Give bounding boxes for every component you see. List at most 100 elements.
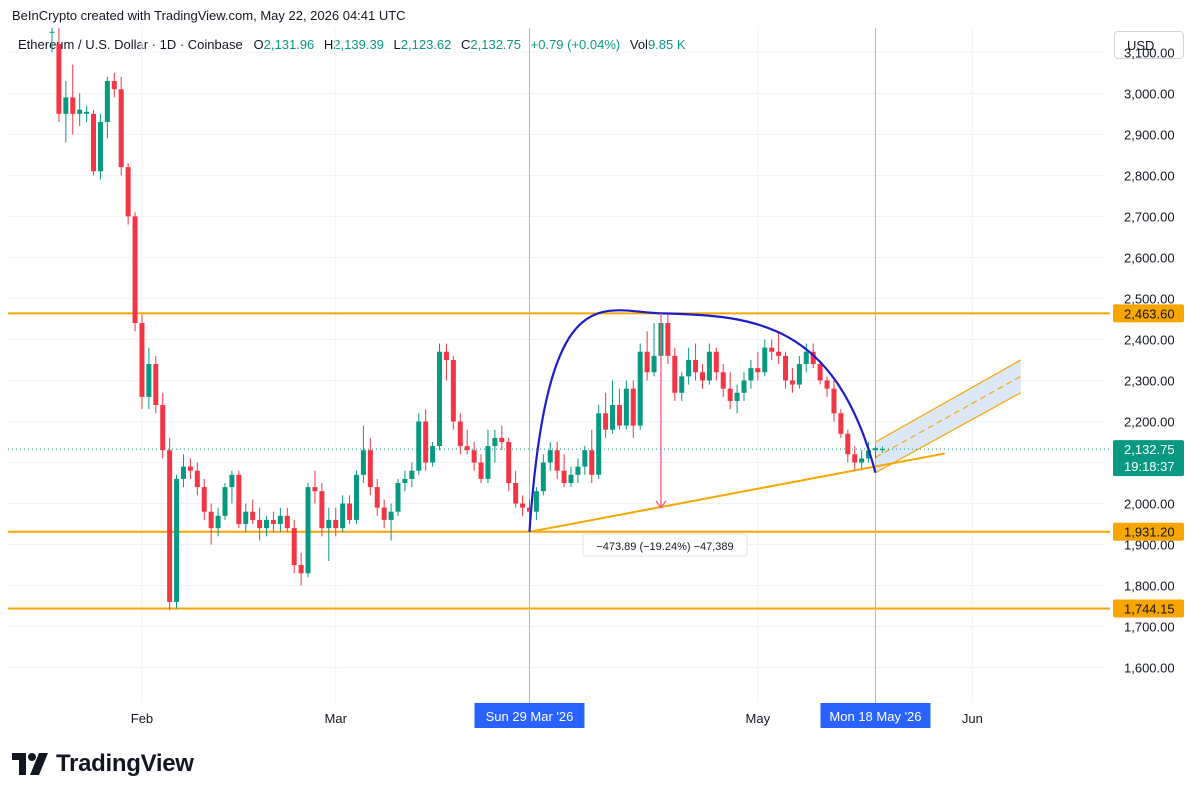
- candle-body: [208, 511, 214, 529]
- y-tick-label: 1,600.00: [1124, 661, 1175, 676]
- open-label: O: [253, 37, 264, 52]
- currency-selector[interactable]: USD: [1114, 31, 1184, 59]
- candle-body: [776, 351, 782, 356]
- candle-body: [644, 351, 650, 373]
- candle-body: [824, 380, 830, 389]
- candle-body: [77, 109, 83, 114]
- close-value: 2,132.75: [470, 37, 521, 52]
- level-price-tag: [1113, 304, 1184, 323]
- candle-body: [180, 466, 186, 479]
- candle-body: [810, 351, 816, 365]
- candle-body: [250, 511, 256, 520]
- price-tags: 2,463.60 1,931.20 1,744.15 2,132.75 19:18:37…: [474, 304, 1184, 728]
- candle-body: [215, 515, 221, 529]
- candle-body: [353, 474, 359, 520]
- candle-body: [319, 491, 325, 529]
- price-chart[interactable]: Feb Mar May Jun −473.89 (−19.24%) −47,389 1…: [0, 0, 1200, 740]
- y-tick-label: 3,000.00: [1124, 86, 1175, 101]
- measure-label: −473.89 (−19.24%) −47,389: [596, 541, 733, 553]
- candle-body: [146, 364, 152, 397]
- low-value: 2,123.62: [400, 37, 452, 52]
- candle-body: [270, 519, 276, 525]
- candle-body: [395, 483, 401, 512]
- chart-credit: BeInCrypto created with TradingView.com,…: [12, 8, 406, 23]
- measure-arrowhead: [655, 500, 667, 509]
- candle-body: [347, 503, 353, 520]
- candle-body: [201, 487, 207, 512]
- candle-body: [409, 470, 415, 479]
- candle-body: [651, 355, 657, 373]
- crosshair-date-label: Sun 29 Mar '26: [486, 709, 574, 724]
- candle-body: [796, 364, 802, 385]
- candle-body: [720, 372, 726, 389]
- x-tick-label: Feb: [131, 711, 153, 726]
- candle-body: [464, 446, 470, 451]
- candle-body: [706, 351, 712, 381]
- high-label: H: [323, 37, 334, 52]
- candle-body: [637, 351, 643, 426]
- candle-body: [125, 167, 131, 217]
- y-tick-label: 2,600.00: [1124, 250, 1175, 265]
- candle-body: [298, 565, 304, 574]
- candle-body: [672, 355, 678, 393]
- candle-body: [430, 446, 436, 463]
- candle-body: [416, 421, 422, 471]
- candle-body: [374, 487, 380, 508]
- candle-body: [783, 355, 789, 381]
- y-tick-label: 2,700.00: [1124, 209, 1175, 224]
- candle-body: [450, 359, 456, 422]
- candle-body: [547, 450, 553, 463]
- candle-body: [174, 478, 180, 602]
- candle-body: [367, 450, 373, 488]
- crosshair-date-label: Mon 18 May '26: [829, 709, 921, 724]
- candle-body: [194, 470, 200, 488]
- channel-mid-line: [875, 375, 1022, 458]
- candle-body: [97, 122, 103, 172]
- brand-name: TradingView: [56, 750, 194, 777]
- volume-label: Vol: [629, 37, 648, 52]
- candle-body: [381, 507, 387, 520]
- candle-body: [388, 511, 394, 520]
- candle-body: [852, 454, 858, 463]
- candle-body: [845, 433, 851, 455]
- candle-body: [769, 347, 775, 352]
- y-tick-label: 2,000.00: [1124, 497, 1175, 512]
- candle-body: [568, 474, 574, 484]
- candle-body: [257, 519, 263, 529]
- candle-body: [789, 380, 795, 385]
- candle-body: [492, 437, 498, 447]
- candle-body: [443, 351, 449, 360]
- candle-body: [610, 405, 616, 430]
- y-tick-label: 2,400.00: [1124, 332, 1175, 347]
- y-tick-label: 1,900.00: [1124, 538, 1175, 553]
- level-price-tag: [1113, 599, 1184, 618]
- level-price-tag: [1113, 522, 1184, 541]
- candle-body: [63, 97, 69, 114]
- crosshair-date-tag: [474, 703, 585, 728]
- candle-body: [713, 351, 719, 373]
- candle-body: [803, 351, 809, 365]
- drawings: −473.89 (−19.24%) −47,389: [528, 309, 945, 557]
- y-tick-label: 1,700.00: [1124, 620, 1175, 635]
- candle-body: [575, 466, 581, 475]
- candle-body: [748, 368, 754, 381]
- candle-body: [630, 388, 636, 426]
- candle-body: [831, 388, 837, 414]
- candle-body: [561, 470, 567, 484]
- x-axis: Feb Mar May Jun: [131, 711, 983, 726]
- candle-body: [679, 376, 685, 393]
- symbol-name: Ethereum / U.S. Dollar · 1D · Coinbase: [18, 37, 243, 52]
- candle-body: [859, 458, 865, 463]
- bar-countdown: 19:18:37: [1124, 459, 1175, 474]
- candle-body: [132, 216, 138, 324]
- candle-body: [596, 413, 602, 475]
- horizontal-levels: [8, 312, 1110, 610]
- candle-body: [312, 487, 318, 492]
- candle-body: [540, 462, 546, 492]
- candle-body: [423, 421, 429, 463]
- candle-body: [91, 113, 97, 172]
- candle-body: [533, 491, 539, 512]
- candle-body: [111, 81, 117, 90]
- candle-body: [333, 519, 339, 529]
- symbol-legend: Ethereum / U.S. Dollar · 1D · Coinbase O…: [18, 37, 692, 52]
